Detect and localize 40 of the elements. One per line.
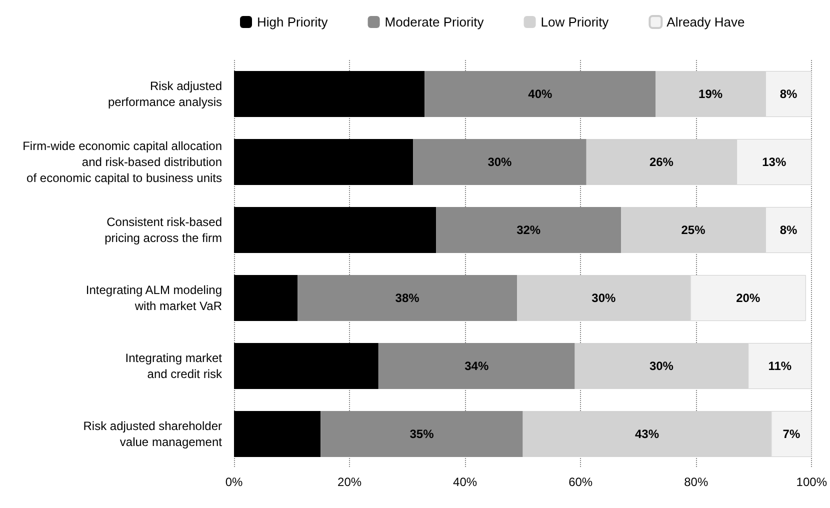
data-label: 30% [592,291,616,305]
y-tick-label: Integrating market and credit risk [125,351,223,381]
x-tick-label: 0% [225,475,243,489]
legend-label: Low Priority [540,14,610,30]
data-label: 13% [762,155,786,169]
x-tick-label: 40% [453,475,478,489]
data-label: 25% [681,223,706,237]
legend-label: Moderate Priority [384,14,484,30]
data-label: 26% [649,155,674,169]
x-tick-label: 80% [684,475,708,489]
bar [234,207,436,253]
data-label: 34% [464,359,489,373]
data-label: 30% [488,155,512,169]
data-label: 30% [649,359,674,373]
bar [234,71,425,117]
y-tick-label: Integrating ALM modeling with market VaR [86,283,222,313]
bar [234,343,378,389]
data-label: 35% [410,427,434,441]
bar [234,275,298,321]
data-label: 40% [528,87,552,101]
data-label: 8% [780,223,798,237]
y-tick-label: Consistent risk-based pricing across the firm [104,215,222,245]
data-label: 43% [635,427,660,441]
y-tick-label: Risk adjusted shareholder value management [83,419,223,449]
bar [234,139,414,185]
x-tick-label: 100% [796,475,828,489]
data-label: 8% [780,87,798,101]
data-label: 7% [782,427,800,441]
y-tick-label: Risk adjusted performance analysis [108,79,222,109]
y-tick-label: Firm-wide economic capital allocation and risk-based distribution of economic capital to business units [22,139,222,185]
data-label: 38% [395,291,420,305]
bar [234,411,321,457]
x-tick-label: 60% [568,475,593,489]
legend-label: Already Have [666,14,745,30]
data-label: 32% [516,223,541,237]
data-label: 19% [698,87,723,101]
data-label: 20% [736,291,760,305]
data-label: 11% [768,359,792,373]
legend-label: High Priority [257,14,328,30]
x-tick-label: 20% [338,475,362,489]
